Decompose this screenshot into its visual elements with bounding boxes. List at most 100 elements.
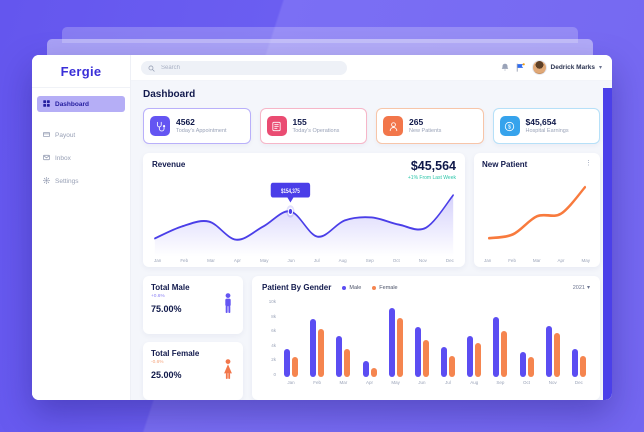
revenue-summary: $45,564 +1% From Last Week xyxy=(408,160,456,181)
axis-tick-label: Aug xyxy=(338,258,347,263)
stat-value: 4562 xyxy=(176,116,195,127)
new-patient-header: New Patient ⋮ xyxy=(482,160,592,169)
axis-tick-label: Apr xyxy=(366,380,374,385)
stat-text: 155 Today's Operations xyxy=(292,117,340,135)
total-female-value: 25.00% xyxy=(151,370,182,380)
chevron-down-icon: ▾ xyxy=(586,284,590,291)
gender-chart-body: 10k 8k 6k 4k 2k 0 Jan Feb Mar Apr May Jun Jul Aug Sep… xyxy=(262,299,590,385)
new-patient-title: New Patient xyxy=(482,160,528,169)
topbar: Dedrick Marks ▾ xyxy=(131,55,612,81)
person-icon xyxy=(383,116,403,136)
gender-chart-header: Patient By Gender Male Female 2021 xyxy=(262,283,590,292)
axis-tick-label: Jul xyxy=(313,258,320,263)
app-logo: Fergie xyxy=(32,55,130,88)
new-patient-x-axis-labels: Jan Feb Mar Apr May xyxy=(482,256,592,267)
stat-text: 265 New Patients xyxy=(409,117,442,135)
stat-label: Today's Appointment xyxy=(176,128,227,135)
bar-group: Feb xyxy=(310,299,325,385)
male-bar xyxy=(467,336,474,377)
axis-tick-label: 6k xyxy=(271,328,276,334)
patient-by-gender-card: Patient By Gender Male Female 2021 xyxy=(252,276,600,400)
bell-icon[interactable] xyxy=(501,59,509,77)
gender-bar-plot: Jan Feb Mar Apr May Jun Jul Aug Sep Oct Nov Dec xyxy=(280,299,590,385)
male-bar xyxy=(519,352,526,377)
female-bar xyxy=(475,343,482,377)
sidebar-item-dashboard[interactable]: Dashboard xyxy=(37,96,125,112)
kebab-menu-icon[interactable]: ⋮ xyxy=(585,160,592,167)
axis-tick-label: Oct xyxy=(523,380,531,385)
axis-tick-label: Dec xyxy=(445,258,454,263)
male-bar xyxy=(493,317,500,377)
stat-card-new-patients: 265 New Patients xyxy=(376,108,484,144)
main-area: Dedrick Marks ▾ Dashboard 4562 To xyxy=(131,55,612,400)
legend-female-label: Female xyxy=(379,284,398,291)
stat-text: 4562 Today's Appointment xyxy=(176,116,227,135)
axis-tick-label: Mar xyxy=(339,380,348,385)
gender-y-axis: 10k 8k 6k 4k 2k 0 xyxy=(262,299,280,377)
sidebar-item-inbox[interactable]: Inbox xyxy=(37,150,125,166)
sidebar-item-label: Payout xyxy=(55,131,76,139)
stat-label: Today's Operations xyxy=(292,128,340,135)
male-bar xyxy=(571,349,578,377)
axis-tick-label: Oct xyxy=(392,258,400,263)
dashboard-content: Dashboard 4562 Today's Appointment xyxy=(131,81,612,400)
female-figure-icon xyxy=(222,359,234,386)
user-name: Dedrick Marks xyxy=(550,64,595,71)
sidebar-item-settings[interactable]: Settings xyxy=(37,173,125,189)
male-bar xyxy=(388,308,395,377)
flag-icon[interactable] xyxy=(516,59,525,77)
search-input[interactable] xyxy=(159,63,340,72)
svg-text:$: $ xyxy=(508,124,512,130)
male-figure-icon xyxy=(222,293,234,320)
revenue-delta: +1% From Last Week xyxy=(407,174,456,181)
axis-tick-label: Jun xyxy=(287,258,295,263)
axis-tick-label: Sep xyxy=(496,380,505,385)
total-male-delta: +0.6% xyxy=(151,294,165,299)
sidebar-item-label: Inbox xyxy=(55,154,71,162)
total-female-card: Total Female -0.6% 25.00% xyxy=(143,342,243,400)
legend-male: Male xyxy=(342,285,361,291)
totals-column: Total Male +0.6% 75.00% Total Female -0.… xyxy=(143,276,243,400)
total-male-title: Total Male xyxy=(151,283,190,292)
revenue-title: Revenue xyxy=(152,160,186,169)
bar-group: Nov xyxy=(545,299,560,385)
stat-label: New Patients xyxy=(409,128,442,135)
stacked-layer-back xyxy=(62,27,578,43)
axis-tick-label: 2k xyxy=(271,357,276,363)
axis-tick-label: Feb xyxy=(313,380,322,385)
axis-tick-label: Mar xyxy=(207,258,215,263)
female-bar xyxy=(344,349,351,377)
axis-tick-label: Feb xyxy=(508,258,516,263)
legend-male-label: Male xyxy=(349,284,362,291)
middle-row: Revenue $45,564 +1% From Last Week $154,… xyxy=(143,153,600,267)
search-icon xyxy=(148,59,155,77)
dashboard-grid-icon xyxy=(43,99,50,109)
new-patient-chart-area xyxy=(482,169,592,256)
app-window: Fergie Dashboard Payout xyxy=(32,55,612,400)
bottom-row: Total Male +0.6% 75.00% Total Female -0.… xyxy=(143,276,600,400)
gender-chart-title: Patient By Gender xyxy=(262,283,332,292)
search-bar[interactable] xyxy=(141,59,347,77)
axis-tick-label: May xyxy=(581,258,590,263)
legend-female: Female xyxy=(372,284,398,291)
axis-tick-label: Jun xyxy=(418,380,426,385)
sidebar-item-label: Settings xyxy=(55,177,79,185)
gear-icon xyxy=(43,176,50,186)
bar-group: Oct xyxy=(519,299,534,385)
axis-tick-label: Nov xyxy=(548,380,557,385)
bar-group: Aug xyxy=(467,299,482,385)
axis-tick-label: Dec xyxy=(574,380,583,385)
female-bar xyxy=(553,333,560,377)
year-selector[interactable]: 2021 ▾ xyxy=(573,285,590,291)
total-female-delta: -0.6% xyxy=(151,360,164,365)
user-menu[interactable]: Dedrick Marks ▾ xyxy=(531,60,602,75)
axis-tick-label: Mar xyxy=(532,258,541,263)
female-bar xyxy=(527,357,534,377)
bar-group: Sep xyxy=(493,299,508,385)
stat-card-earnings: $ $45,654 Hospital Earnings xyxy=(492,108,600,144)
chevron-down-icon: ▾ xyxy=(598,64,602,71)
sidebar-item-payout[interactable]: Payout xyxy=(37,127,125,143)
axis-tick-label: Jan xyxy=(287,380,295,385)
sidebar-nav: Dashboard Payout Inbox xyxy=(32,88,130,204)
